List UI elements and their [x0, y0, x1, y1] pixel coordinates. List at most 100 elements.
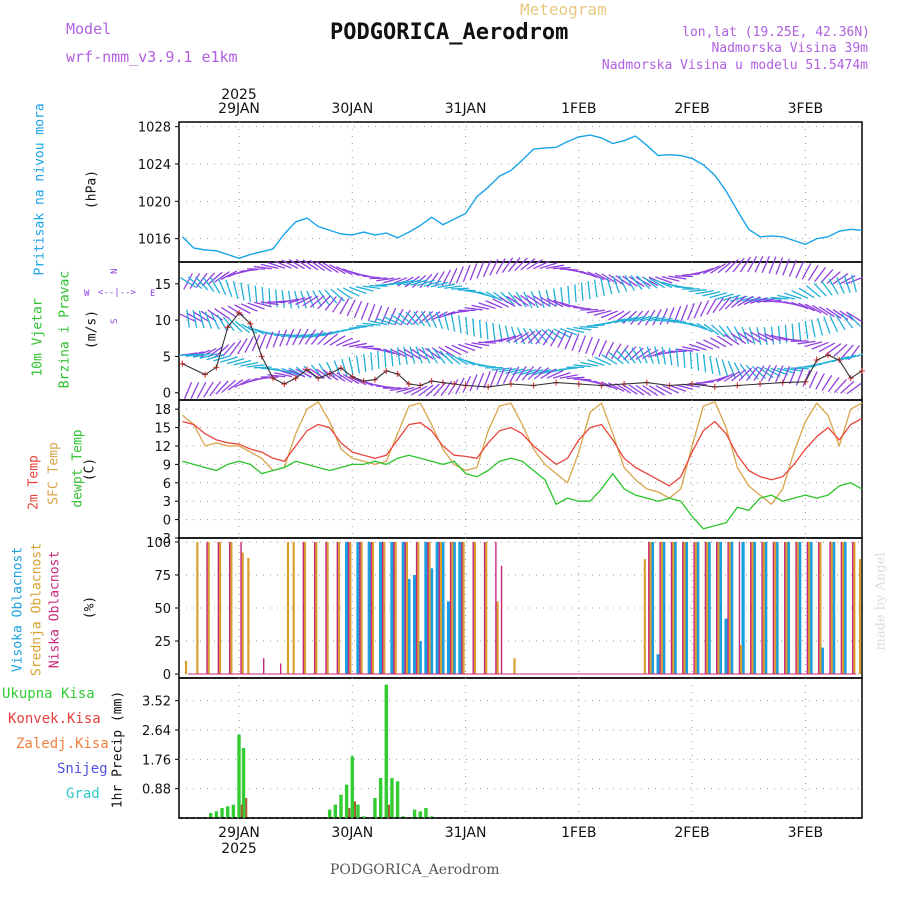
wind-arrow	[743, 296, 761, 305]
wind-arrow	[587, 359, 605, 366]
wind-arrow	[693, 301, 702, 319]
wind-arrow	[353, 300, 363, 318]
wind-arrow	[478, 364, 497, 368]
wind-arrow	[240, 268, 259, 273]
wind-arrow	[363, 353, 367, 372]
precip-conv-bar	[353, 801, 356, 818]
cloud-bar	[762, 541, 765, 675]
wind-arrow	[791, 301, 809, 310]
wind-arrow	[472, 318, 475, 337]
wind-arrow	[520, 258, 536, 271]
cloud-bar	[819, 541, 822, 675]
top-year-label: 2025	[221, 87, 257, 103]
wind-arrow	[520, 330, 536, 344]
wind-arrow	[258, 332, 267, 351]
y-tick-label: 100	[146, 536, 171, 551]
wind-arrow	[253, 366, 272, 369]
wind-arrow	[815, 373, 825, 390]
wind-arrow	[795, 261, 805, 279]
wind-arrow	[214, 344, 230, 358]
cloud-bar	[393, 541, 395, 675]
cloud-bar	[196, 541, 199, 675]
wind-arrow	[455, 266, 464, 284]
wind-arrow	[617, 344, 629, 361]
wind-arrow	[533, 295, 550, 307]
wind-arrow	[675, 286, 694, 289]
wind-arrow	[226, 358, 245, 365]
wind-arrow	[527, 329, 542, 344]
cloud-bar	[707, 541, 711, 675]
cloud-bar	[429, 568, 434, 675]
wind-arrow	[846, 311, 863, 322]
wind-arrow	[542, 329, 554, 346]
wind-arrow	[782, 258, 791, 276]
wind-arrow	[767, 364, 778, 382]
wind-arrow	[631, 347, 642, 364]
y-tick-label: 0	[163, 387, 171, 402]
wind-arrow	[832, 273, 849, 285]
wind-arrow	[791, 290, 809, 299]
wind-arrow	[761, 256, 770, 274]
wind-arrow	[281, 367, 299, 376]
wind-arrow	[527, 366, 542, 380]
wind-arrow	[682, 349, 686, 368]
wind-arrow	[362, 285, 381, 290]
wind-arrow	[661, 275, 680, 282]
wind-arrow	[587, 281, 591, 300]
precip-total-bar	[209, 813, 213, 818]
wind-arrow	[469, 374, 478, 392]
wind-arrow	[833, 343, 848, 357]
wind-arrow	[326, 361, 336, 379]
wind-arrow	[538, 290, 545, 308]
wind-arrow	[377, 350, 380, 369]
cloud-bar	[424, 541, 428, 675]
wind-arrow	[292, 328, 302, 346]
wind-arrow	[192, 353, 211, 358]
precip-total-bar	[412, 809, 417, 818]
wind-arrow	[585, 336, 593, 355]
cloud-bar	[730, 541, 734, 675]
wind-arrow	[545, 289, 551, 308]
wind-arrow	[535, 328, 548, 343]
y-tick-label: 50	[154, 602, 171, 617]
model-elevation-label: Nadmorska Visina u modelu 51.5474m	[601, 58, 868, 73]
cloud-bar	[684, 541, 689, 675]
cloud-bar	[230, 541, 233, 675]
wind-arrow	[655, 276, 673, 284]
wind-arrow	[553, 328, 571, 338]
wind-arrow	[540, 368, 557, 379]
wind-arrow	[580, 361, 598, 367]
cloud-bar	[807, 541, 811, 675]
wind-arrow	[642, 385, 659, 397]
wind-arrow	[228, 318, 243, 333]
wind-arrow	[539, 262, 558, 270]
wind-arrow	[247, 284, 252, 303]
wind-arrow	[403, 386, 421, 395]
cloud-bar	[728, 541, 731, 675]
cloud-bar	[670, 541, 673, 675]
cloud-bar	[337, 541, 341, 675]
wind-arrow	[552, 266, 571, 270]
precip-total-bar	[231, 804, 236, 818]
wind-arrow	[593, 279, 598, 298]
wind-arrow	[546, 370, 564, 379]
wind-arrow	[627, 315, 646, 323]
wind-arrow	[644, 309, 656, 326]
dewpoint-line	[182, 454, 863, 530]
cloud-bar	[407, 578, 411, 675]
wind-arrow	[756, 298, 775, 303]
wind-arrow	[427, 347, 438, 364]
y-tick-label: 1028	[138, 121, 171, 136]
wind-arrow	[550, 330, 561, 347]
wind-arrow	[754, 255, 764, 273]
wind-arrow	[814, 267, 827, 283]
y-tick-label: 15	[154, 422, 171, 437]
wind-arrow	[648, 316, 666, 322]
wind-arrow	[464, 307, 483, 311]
wind-arrow	[383, 316, 401, 325]
wind-arrow	[458, 315, 462, 334]
wind-arrow	[807, 265, 819, 281]
cloud-bar	[853, 541, 856, 675]
wind-arrow	[318, 289, 330, 306]
wind-arrow	[210, 277, 221, 294]
